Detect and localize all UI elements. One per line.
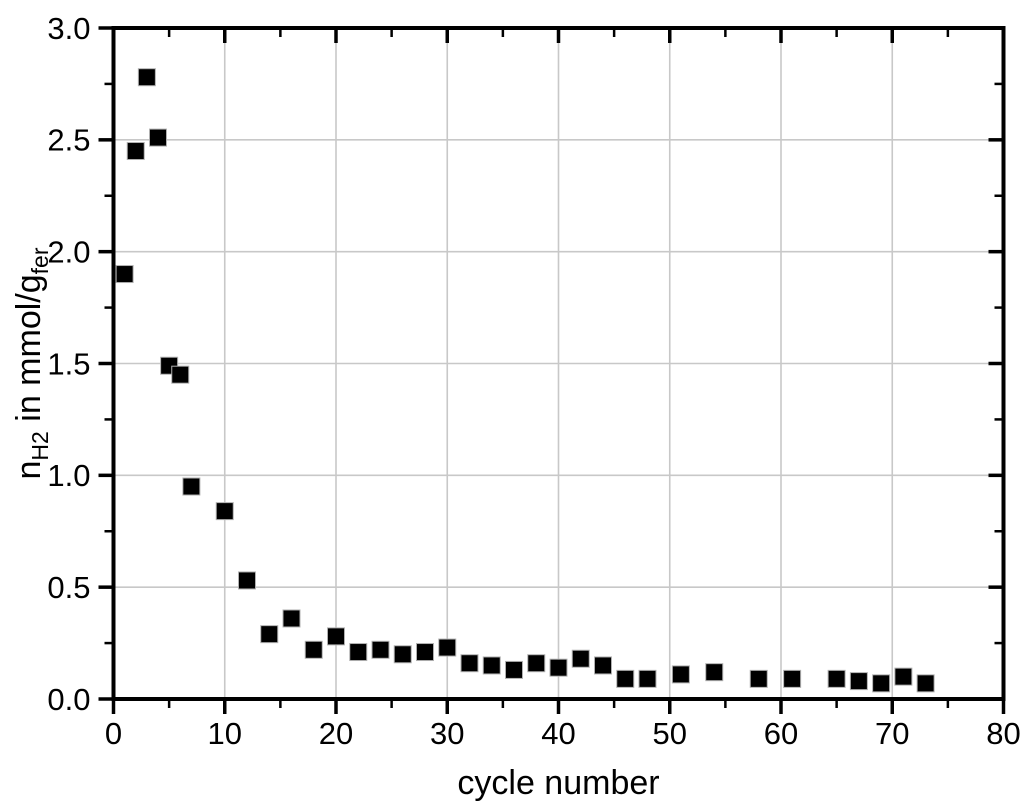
data-point-marker (571, 649, 590, 668)
data-point-marker (438, 638, 457, 657)
x-tick-label: 20 (319, 716, 353, 751)
data-point-marker (616, 669, 635, 688)
data-point-marker (182, 477, 201, 496)
data-points (115, 68, 935, 693)
gridlines (113, 28, 1004, 699)
data-point-marker (260, 625, 279, 644)
y-axis-title-text: n (10, 461, 48, 480)
data-point-marker (137, 68, 156, 87)
data-point-marker (460, 654, 479, 673)
y-tick-label: 2.0 (47, 235, 90, 270)
data-point-marker (416, 643, 434, 662)
data-point-marker (215, 502, 234, 521)
y-tick-label: 2.5 (47, 123, 90, 158)
data-point-marker (872, 674, 891, 693)
y-tick-label: 0.0 (47, 682, 90, 717)
data-point-marker (527, 654, 546, 673)
data-point-marker (849, 672, 868, 691)
x-tick-label: 0 (105, 716, 122, 751)
data-point-marker (749, 669, 768, 688)
y-tick-label: 3.0 (47, 11, 90, 46)
x-tick-label: 60 (764, 716, 798, 751)
data-point-marker (371, 640, 390, 659)
data-point-marker (115, 265, 134, 284)
data-point-marker (505, 660, 523, 679)
axis-ticks (98, 26, 1006, 714)
data-point-marker (327, 627, 345, 646)
data-point-marker (916, 674, 935, 693)
x-tick-label: 40 (541, 716, 575, 751)
data-point-marker (594, 656, 612, 675)
data-point-marker (783, 669, 802, 688)
data-point-marker (894, 667, 913, 686)
data-point-marker (282, 609, 301, 628)
data-point-marker (149, 128, 167, 147)
data-point-marker (482, 656, 501, 675)
x-tick-label: 80 (986, 716, 1020, 751)
y-tick-labels: 0.0 0.5 1.0 1.5 2.0 2.5 3.0 (47, 11, 90, 717)
y-axis-title-text: in mmol/g (10, 274, 48, 431)
data-point-marker (549, 658, 568, 677)
data-point-marker (171, 365, 190, 384)
data-point-marker (393, 645, 412, 664)
y-axis-title-subscript: H2 (27, 431, 53, 460)
data-point-marker (827, 669, 846, 688)
x-tick-label: 50 (653, 716, 687, 751)
data-point-marker (304, 640, 323, 659)
data-point-marker (671, 665, 690, 684)
data-point-marker (705, 663, 724, 682)
x-tick-label: 70 (875, 716, 909, 751)
data-point-marker (238, 571, 256, 590)
x-tick-label: 10 (208, 716, 242, 751)
y-axis-title-subscript: fer (27, 247, 53, 274)
data-point-marker (126, 142, 145, 161)
data-point-marker (638, 669, 657, 688)
y-tick-label: 1.0 (47, 458, 90, 493)
x-tick-labels: 0 10 20 30 40 50 60 70 80 (105, 716, 1021, 751)
y-tick-label: 0.5 (47, 570, 90, 605)
x-tick-label: 30 (430, 716, 464, 751)
y-tick-label: 1.5 (47, 346, 90, 381)
x-axis-title: cycle number (457, 764, 659, 802)
data-point-marker (349, 643, 368, 662)
y-axis-title: nH2 in mmol/gfer (10, 247, 53, 479)
